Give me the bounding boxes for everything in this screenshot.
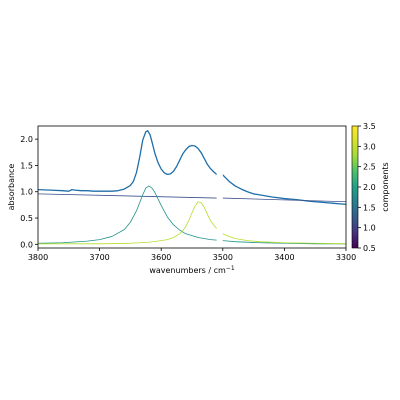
x-tick-label: 3300 [336,253,356,262]
colorbar [351,125,359,249]
component-line-1 [38,193,346,203]
x-tick-label: 3500 [213,253,233,262]
masked-region [216,127,223,247]
plot-series [38,130,346,245]
x-axis-ticks: 3800 3700 3600 3500 3400 3300 [28,248,356,262]
colorbar-tick-label: 2.5 [363,163,376,172]
component-line-2 [38,185,346,245]
x-tick-label: 3400 [274,253,294,262]
colorbar-label: components [381,162,390,211]
colorbar-tick-label: 1.5 [363,203,376,212]
colorbar-tick-label: 2.0 [363,183,376,192]
masked-region-gap [216,127,223,247]
component-line-3 [38,201,346,245]
y-axis-label: absorbance [7,164,16,211]
spectrum-line [38,130,346,205]
plot-frame [37,125,347,249]
colorbar-ticks: 0.5 1.0 1.5 2.0 2.5 3.0 3.5 [358,122,376,253]
x-tick-label: 3700 [89,253,109,262]
y-tick-label: 2.0 [20,135,33,144]
colorbar-tick-label: 1.0 [363,224,376,233]
y-tick-label: 1.0 [20,188,33,197]
colorbar-tick-label: 0.5 [363,244,376,253]
x-tick-label: 3800 [28,253,48,262]
x-axis-label-exponent: −1 [226,265,235,272]
y-tick-label: 0.5 [20,214,33,223]
y-tick-label: 1.5 [20,161,33,170]
colorbar-tick-label: 3.5 [363,122,376,131]
y-tick-label: 0.0 [20,240,33,249]
x-axis-label: wavenumbers / cm−1 [149,265,234,275]
colorbar-tick-label: 3.0 [363,142,376,151]
y-axis-ticks: 0.0 0.5 1.0 1.5 2.0 [20,135,38,249]
x-tick-label: 3600 [151,253,171,262]
